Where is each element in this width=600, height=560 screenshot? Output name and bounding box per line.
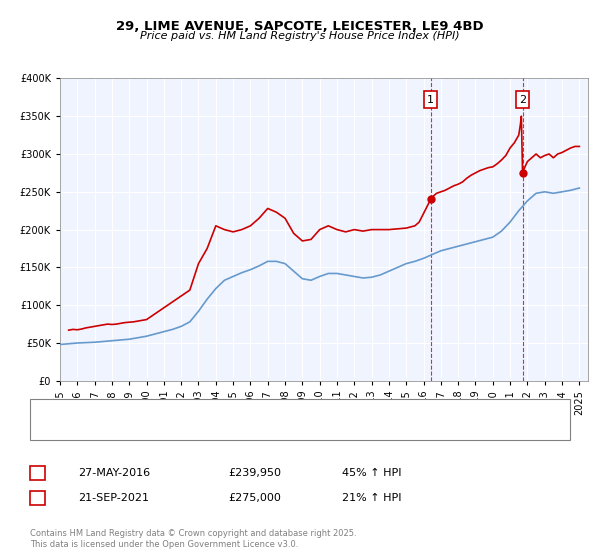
Text: 45% ↑ HPI: 45% ↑ HPI (342, 468, 401, 478)
Text: £275,000: £275,000 (228, 493, 281, 503)
Text: Contains HM Land Registry data © Crown copyright and database right 2025.
This d: Contains HM Land Registry data © Crown c… (30, 529, 356, 549)
Text: 21% ↑ HPI: 21% ↑ HPI (342, 493, 401, 503)
Text: HPI: Average price, semi-detached house, Blaby: HPI: Average price, semi-detached house,… (72, 423, 307, 433)
Text: 29, LIME AVENUE, SAPCOTE, LEICESTER, LE9 4BD (semi-detached house): 29, LIME AVENUE, SAPCOTE, LEICESTER, LE9… (72, 405, 430, 416)
Text: 1: 1 (34, 468, 41, 478)
Text: 27-MAY-2016: 27-MAY-2016 (78, 468, 150, 478)
Text: 29, LIME AVENUE, SAPCOTE, LEICESTER, LE9 4BD: 29, LIME AVENUE, SAPCOTE, LEICESTER, LE9… (116, 20, 484, 32)
Text: 21-SEP-2021: 21-SEP-2021 (78, 493, 149, 503)
Text: Price paid vs. HM Land Registry's House Price Index (HPI): Price paid vs. HM Land Registry's House … (140, 31, 460, 41)
Text: 2: 2 (519, 95, 526, 105)
Text: 1: 1 (427, 95, 434, 105)
Text: £239,950: £239,950 (228, 468, 281, 478)
Text: 2: 2 (34, 493, 41, 503)
